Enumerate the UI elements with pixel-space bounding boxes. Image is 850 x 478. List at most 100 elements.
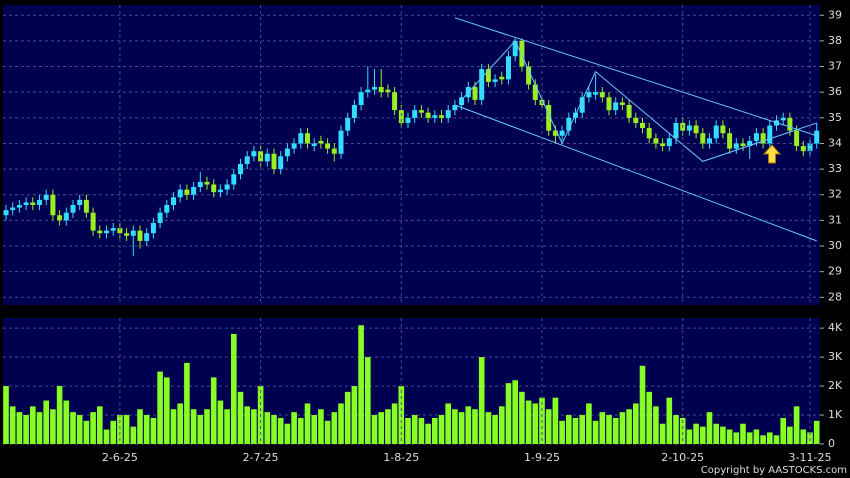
- candle-body: [104, 230, 109, 234]
- volume-bar: [70, 412, 76, 444]
- volume-bar: [311, 415, 317, 444]
- candle-body: [251, 151, 257, 157]
- volume-bar: [485, 412, 492, 444]
- candle-body: [640, 122, 645, 129]
- x-tick-label: 2-6-25: [102, 451, 138, 464]
- candle-body: [338, 130, 344, 154]
- candle-body: [16, 205, 22, 208]
- volume-bar: [425, 423, 431, 444]
- volume-bar: [458, 412, 465, 444]
- volume-bar: [566, 415, 572, 444]
- candle-body: [412, 110, 418, 118]
- candle-body: [305, 133, 310, 144]
- volume-bar: [679, 417, 686, 444]
- volume-bar: [505, 383, 512, 444]
- candle-body: [653, 138, 659, 144]
- candle-body: [117, 228, 123, 234]
- x-tick-label: 1-8-25: [383, 451, 419, 464]
- volume-bar: [639, 365, 646, 444]
- price-panel: [3, 5, 820, 305]
- candle-body: [63, 212, 69, 221]
- candle-body: [70, 205, 76, 213]
- volume-bar: [63, 400, 70, 444]
- candle-body: [204, 181, 210, 185]
- candle-body: [264, 153, 270, 162]
- candle-body: [184, 189, 190, 195]
- volume-bar: [767, 432, 773, 444]
- candle-body: [767, 125, 773, 144]
- candle-body: [137, 230, 143, 241]
- candle-body: [231, 174, 237, 185]
- candle-body: [157, 212, 163, 223]
- candle-body: [197, 181, 203, 188]
- candle-body: [37, 199, 42, 205]
- volume-bar: [525, 400, 532, 444]
- volume-bar: [117, 415, 123, 444]
- candle-body: [727, 133, 733, 149]
- candle-body: [673, 122, 679, 139]
- candle-body: [452, 105, 458, 111]
- candle-body: [97, 230, 103, 234]
- y-tick-label: 36: [828, 85, 842, 98]
- candle-body: [552, 130, 558, 136]
- volume-bar: [787, 426, 793, 444]
- y-tick-label: 33: [828, 162, 842, 175]
- volume-bar: [519, 391, 525, 444]
- candle-body: [579, 97, 585, 113]
- y-tick-label: 4K: [828, 321, 843, 334]
- y-tick-label: 31: [828, 213, 842, 226]
- y-tick-label: 39: [828, 8, 842, 21]
- candle-body: [613, 102, 619, 111]
- candle-body: [593, 92, 599, 95]
- candle-body: [599, 92, 605, 98]
- volume-bar: [760, 435, 766, 444]
- candle-body: [619, 102, 625, 105]
- y-tick-label: 3K: [828, 350, 843, 363]
- volume-bar: [646, 391, 652, 444]
- candle-body: [278, 156, 284, 170]
- volume-bar: [56, 386, 63, 444]
- volume-bar: [465, 406, 472, 444]
- candle-body: [365, 89, 371, 93]
- candle-body: [432, 115, 438, 118]
- candle-body: [211, 184, 217, 193]
- volume-bar: [157, 371, 163, 444]
- volume-bar: [170, 409, 177, 444]
- candle-body: [492, 79, 498, 82]
- volume-bar: [30, 406, 36, 444]
- candle-body: [3, 210, 9, 216]
- candle-body: [472, 87, 478, 100]
- y-tick-label: 38: [828, 34, 842, 47]
- candle-body: [10, 207, 16, 211]
- candle-body: [298, 133, 304, 144]
- volume-bar: [244, 406, 250, 444]
- volume-bar: [411, 415, 418, 444]
- volume-bar: [130, 426, 137, 444]
- y-tick-label: 34: [828, 136, 842, 149]
- candle-body: [506, 56, 511, 80]
- volume-bar: [264, 412, 271, 444]
- y-tick-label: 37: [828, 60, 842, 73]
- candle-body: [144, 233, 150, 241]
- candle-body: [57, 215, 63, 221]
- volume-bar: [512, 380, 518, 444]
- volume-bar: [378, 412, 384, 444]
- candle-body: [418, 110, 424, 113]
- volume-bar: [331, 412, 338, 444]
- volume-bar: [150, 417, 157, 444]
- volume-bar: [43, 400, 49, 444]
- candle-body: [660, 143, 666, 147]
- volume-bar: [110, 420, 116, 444]
- trend-line: [454, 104, 817, 242]
- candle-body: [171, 197, 176, 205]
- candle-body: [83, 199, 89, 213]
- trend-line: [461, 40, 817, 162]
- candle-body: [780, 117, 786, 121]
- volume-bar: [659, 423, 666, 444]
- volume-bar: [720, 426, 726, 444]
- candle-body: [224, 184, 230, 190]
- volume-bar: [579, 415, 585, 444]
- candle-body: [707, 138, 712, 144]
- candle-body: [30, 202, 36, 205]
- volume-bar: [492, 415, 498, 444]
